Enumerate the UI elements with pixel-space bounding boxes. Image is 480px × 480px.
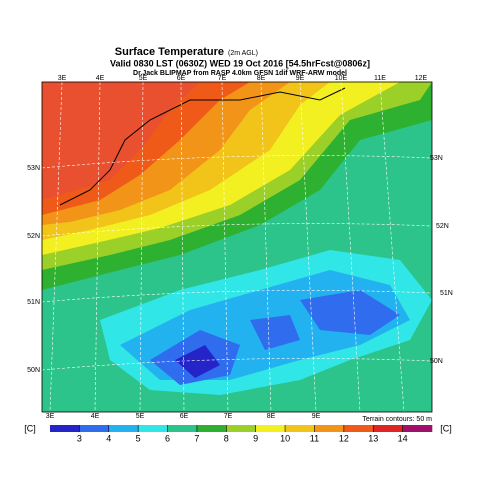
colorbar-tick-label: 9 bbox=[253, 433, 258, 443]
title: Surface Temperature bbox=[115, 46, 224, 58]
colorbar-swatch bbox=[402, 425, 433, 432]
colorbar-unit: [C] bbox=[440, 423, 452, 433]
colorbar-swatch bbox=[314, 425, 345, 432]
lat-label: 51N bbox=[440, 290, 453, 297]
lon-label: 10E bbox=[335, 75, 348, 82]
lon-label: 4E bbox=[96, 75, 105, 82]
lat-label: 50N bbox=[27, 367, 40, 374]
lon-label: 5E bbox=[139, 75, 148, 82]
colorbar-tick-label: 8 bbox=[224, 433, 229, 443]
colorbar-tick-label: 14 bbox=[398, 433, 408, 443]
valid-line: Valid 0830 LST (0630Z) WED 19 Oct 2016 [… bbox=[110, 58, 370, 68]
lat-label: 53N bbox=[430, 155, 443, 162]
lat-label: 52N bbox=[436, 223, 449, 230]
colorbar-swatch bbox=[226, 425, 256, 432]
lon-label: 11E bbox=[374, 75, 386, 82]
colorbar-tick-label: 6 bbox=[165, 433, 170, 443]
colorbar-swatch bbox=[50, 425, 80, 432]
colorbar-swatch bbox=[285, 425, 315, 432]
source-line: Dr.Jack BLIPMAP from RASP 4.0km GFSN 1di… bbox=[133, 70, 347, 77]
lat-label: 52N bbox=[27, 233, 40, 240]
lon-label: 4E bbox=[91, 413, 100, 420]
colorbar-tick-label: 13 bbox=[368, 433, 378, 443]
terrain-note: Terrain contours: 50 m bbox=[362, 416, 432, 423]
colorbar-tick-label: 10 bbox=[280, 433, 290, 443]
lat-label: 50N bbox=[430, 358, 443, 365]
lon-label: 9E bbox=[296, 75, 305, 82]
colorbar-tick-label: 7 bbox=[194, 433, 199, 443]
lat-label: 53N bbox=[27, 165, 40, 172]
colorbar-tick-label: 4 bbox=[106, 433, 111, 443]
lon-label: 8E bbox=[267, 413, 276, 420]
lon-label: 12E bbox=[415, 75, 428, 82]
lon-label: 3E bbox=[46, 413, 55, 420]
colorbar-tick-label: 5 bbox=[136, 433, 141, 443]
colorbar-swatch bbox=[343, 425, 374, 432]
map bbox=[42, 82, 432, 412]
colorbar-swatch bbox=[79, 425, 110, 432]
lon-label: 7E bbox=[224, 413, 233, 420]
lon-label: 7E bbox=[218, 75, 227, 82]
colorbar-tick-label: 11 bbox=[310, 433, 319, 443]
lon-label: 6E bbox=[180, 413, 189, 420]
map-frame bbox=[41, 81, 433, 413]
lon-label: 9E bbox=[312, 413, 321, 420]
colorbar-swatch bbox=[138, 425, 168, 432]
colorbar-tick-label: 12 bbox=[339, 433, 349, 443]
colorbar-tick-label: 3 bbox=[77, 433, 82, 443]
lon-label: 5E bbox=[136, 413, 145, 420]
colorbar-unit: [C] bbox=[24, 423, 36, 433]
lon-label: 8E bbox=[257, 75, 266, 82]
colorbar-swatch bbox=[373, 425, 403, 432]
colorbar-swatch bbox=[167, 425, 198, 432]
lat-label: 51N bbox=[27, 299, 40, 306]
colorbar-swatch bbox=[255, 425, 286, 432]
lon-label: 6E bbox=[177, 75, 186, 82]
colorbar-swatch bbox=[108, 425, 139, 432]
lon-label: 3E bbox=[58, 75, 67, 82]
title-note: (2m AGL) bbox=[228, 50, 258, 57]
colorbar-swatch bbox=[196, 425, 227, 432]
